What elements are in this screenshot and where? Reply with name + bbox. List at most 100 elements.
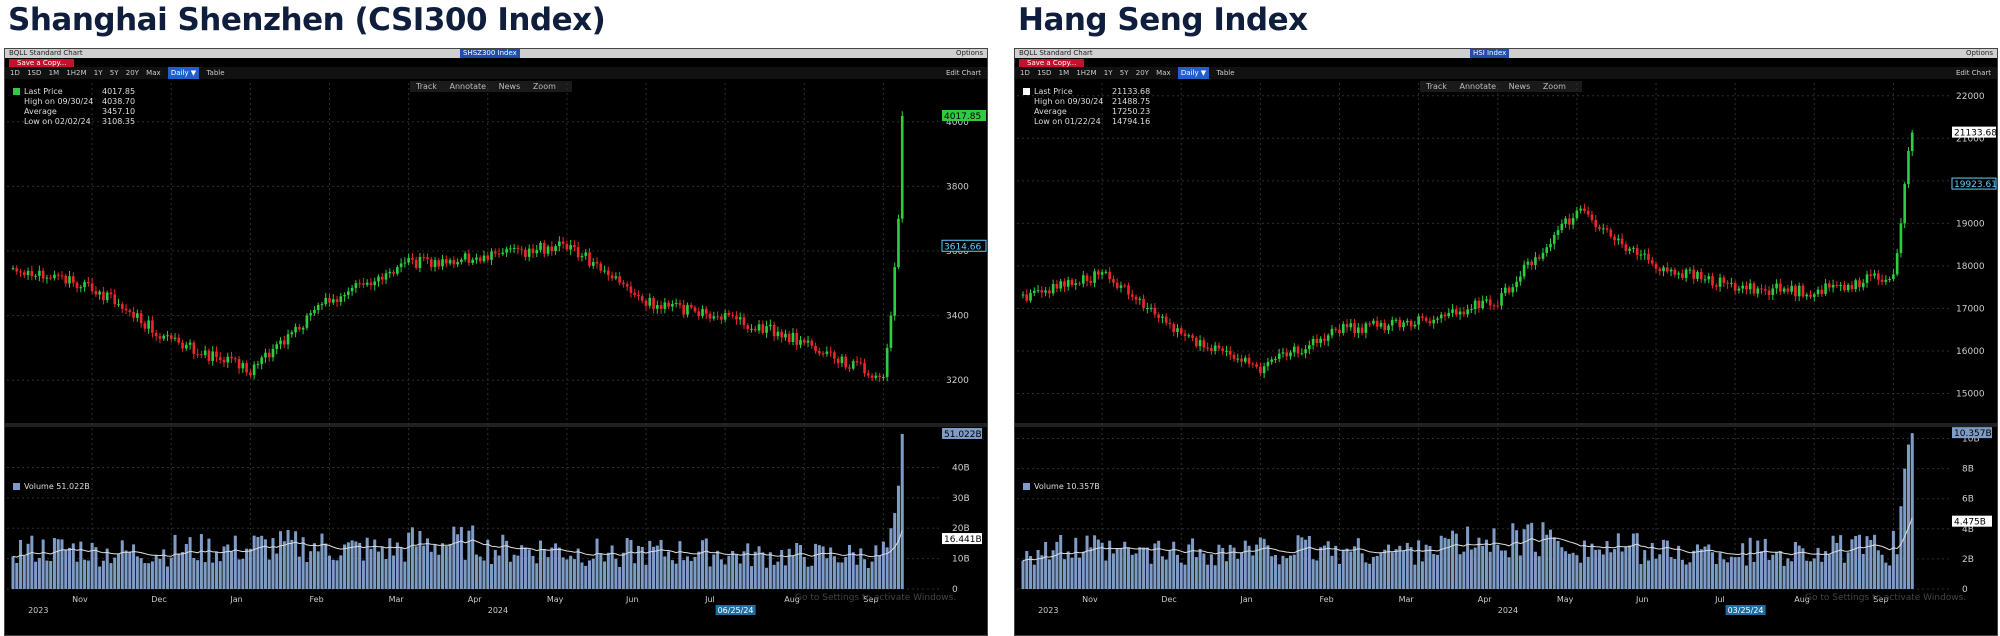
legend-value: 21488.75 <box>1112 97 1151 106</box>
range-1d[interactable]: 1D <box>10 69 20 77</box>
volume-bar <box>1888 565 1892 589</box>
volume-bar <box>1665 540 1669 589</box>
candle-body <box>1869 274 1873 276</box>
volume-bar <box>1854 535 1858 589</box>
range-1y[interactable]: 1Y <box>1103 69 1113 77</box>
last-price-tag-bg <box>1952 126 1996 138</box>
volume-bar <box>1025 550 1029 589</box>
candle-body <box>757 324 761 331</box>
candle-body <box>158 336 162 339</box>
volume-bar <box>542 549 546 589</box>
candle-body <box>1877 273 1880 280</box>
volume-bar <box>783 565 787 589</box>
options-menu[interactable]: Options <box>955 49 983 57</box>
volume-bar <box>1032 564 1036 589</box>
zoom-tool[interactable]: Zoom <box>532 82 556 91</box>
candle-body <box>1605 228 1609 230</box>
candle-body <box>475 257 478 260</box>
track-tool[interactable]: Track <box>1426 82 1447 91</box>
candle-body <box>550 246 554 252</box>
table-toggle[interactable]: Table <box>1216 69 1235 77</box>
volume-bar <box>441 543 445 589</box>
annotate-tool[interactable]: Annotate <box>1459 82 1497 91</box>
candle-body <box>1311 338 1315 346</box>
range-1sd[interactable]: 1SD <box>1037 69 1052 77</box>
table-toggle[interactable]: Table <box>206 69 225 77</box>
volume-bar <box>1533 551 1537 589</box>
save-copy-button[interactable]: Save a Copy... <box>1019 59 1085 67</box>
range-5y[interactable]: 5Y <box>109 69 119 77</box>
secondary-price-tag-bg <box>1951 177 1997 190</box>
frequency-dropdown[interactable]: Daily ▼ <box>167 67 200 79</box>
range-1d[interactable]: 1D <box>1020 69 1030 77</box>
range-5y[interactable]: 5Y <box>1119 69 1129 77</box>
volume-bar <box>1096 539 1100 589</box>
candle-body <box>471 259 475 263</box>
candle-body <box>1112 279 1115 283</box>
range-1h2m[interactable]: 1H2M <box>1076 69 1097 77</box>
candle-body <box>1153 307 1157 315</box>
track-tool[interactable]: Track <box>416 82 437 91</box>
options-menu[interactable]: Options <box>1965 49 1993 57</box>
save-copy-button[interactable]: Save a Copy... <box>9 59 75 67</box>
candle-body <box>109 292 113 295</box>
volume-bar <box>1827 554 1831 589</box>
candle-body <box>1439 314 1443 319</box>
window-titlebar: BQLL Standard Chart SHSZ300 Index Option… <box>5 49 987 58</box>
candle-body <box>252 364 256 376</box>
range-20y[interactable]: 20Y <box>125 69 139 77</box>
candle-body <box>426 257 429 260</box>
volume-bar <box>1375 555 1379 589</box>
range-1h2m[interactable]: 1H2M <box>66 69 87 77</box>
volume-bar <box>591 558 595 589</box>
volume-bar <box>889 528 893 589</box>
candle-body <box>282 340 286 345</box>
zoom-tool[interactable]: Zoom <box>1542 82 1566 91</box>
candle-body <box>652 297 655 309</box>
price-volume-chart[interactable]: 1500016000170001800019000200002100022000… <box>1015 79 1997 635</box>
range-1y[interactable]: 1Y <box>93 69 103 77</box>
volume-bar <box>829 547 833 589</box>
news-tool[interactable]: News <box>1508 82 1531 91</box>
candle-body <box>1861 282 1865 288</box>
price-volume-chart[interactable]: 3200 3400 3600 3800 4000 0 10B 20B 30B 40B Nov Dec J… <box>5 79 987 635</box>
volume-bar <box>30 535 34 589</box>
range-max[interactable]: Max <box>1156 69 1171 77</box>
candle-body <box>746 325 750 329</box>
volume-tick-label: 20B <box>952 524 970 534</box>
candle-body <box>1805 294 1809 297</box>
volume-bar <box>1567 553 1571 589</box>
range-1m[interactable]: 1M <box>1058 69 1070 77</box>
security-field[interactable]: HSI Index <box>1470 49 1510 58</box>
candle-body <box>1149 307 1153 309</box>
candle-body <box>787 333 791 343</box>
candle-body <box>377 276 380 282</box>
volume-bar <box>41 539 45 589</box>
volume-bar <box>659 539 663 589</box>
candle-body <box>362 283 365 285</box>
volume-bar <box>806 566 810 589</box>
candle-body <box>1443 314 1447 317</box>
legend-row: Last Price 21133.68 <box>1023 87 1150 97</box>
volume-bar <box>844 557 848 589</box>
frequency-dropdown[interactable]: Daily ▼ <box>1177 67 1210 79</box>
range-max[interactable]: Max <box>146 69 161 77</box>
security-field[interactable]: SHSZ300 Index <box>460 49 520 58</box>
edit-chart-button[interactable]: Edit Chart <box>945 69 981 77</box>
candle-body <box>1726 282 1729 284</box>
range-20y[interactable]: 20Y <box>1135 69 1149 77</box>
range-1m[interactable]: 1M <box>48 69 60 77</box>
y-tick-label: 3800 <box>946 182 969 192</box>
range-1sd[interactable]: 1SD <box>27 69 42 77</box>
date-tag: 03/25/24 <box>1728 606 1764 615</box>
news-tool[interactable]: News <box>498 82 521 91</box>
volume-bar <box>1492 528 1496 589</box>
annotate-tool[interactable]: Annotate <box>449 82 487 91</box>
volume-bar <box>233 535 237 589</box>
volume-bar <box>881 541 885 589</box>
candle-body <box>1044 290 1047 293</box>
candle-body <box>723 312 727 320</box>
edit-chart-button[interactable]: Edit Chart <box>1955 69 1991 77</box>
volume-bar <box>1654 558 1658 589</box>
volume-average-tag-bg <box>942 533 982 545</box>
